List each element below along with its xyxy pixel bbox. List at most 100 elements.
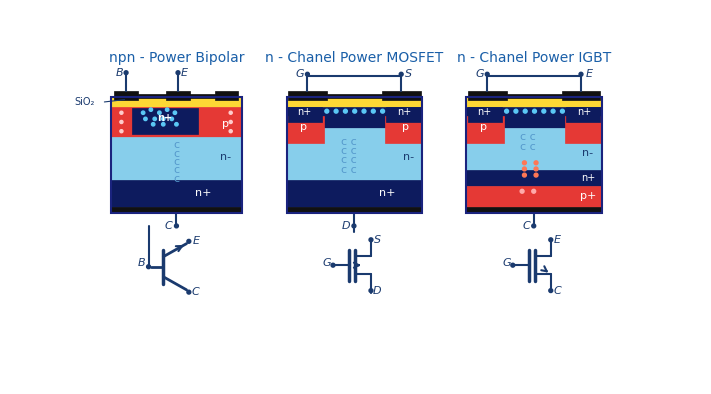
Circle shape — [334, 109, 338, 113]
Circle shape — [229, 121, 232, 123]
Text: c c: c c — [341, 146, 356, 156]
Bar — [166, 91, 190, 100]
Text: G: G — [475, 69, 483, 79]
Text: c c: c c — [520, 141, 536, 152]
Bar — [566, 106, 600, 122]
Text: c c: c c — [341, 165, 356, 175]
Bar — [387, 106, 421, 122]
Circle shape — [174, 224, 178, 228]
Circle shape — [229, 130, 232, 133]
Bar — [466, 171, 602, 186]
Text: B: B — [138, 258, 145, 268]
Circle shape — [486, 72, 489, 76]
Circle shape — [560, 109, 565, 113]
Circle shape — [306, 72, 309, 76]
Circle shape — [153, 117, 156, 121]
Text: S: S — [373, 235, 380, 245]
Circle shape — [149, 108, 153, 112]
Circle shape — [505, 109, 508, 113]
Circle shape — [369, 238, 373, 242]
Circle shape — [533, 109, 536, 113]
Bar — [382, 91, 421, 100]
Bar — [111, 97, 242, 213]
Bar — [111, 180, 242, 207]
Bar — [562, 91, 600, 100]
Circle shape — [523, 167, 526, 171]
Text: n+: n+ — [477, 107, 491, 117]
Circle shape — [549, 289, 552, 292]
Circle shape — [161, 123, 165, 126]
Circle shape — [120, 111, 123, 114]
Text: p: p — [222, 119, 229, 129]
Circle shape — [534, 161, 538, 165]
Circle shape — [146, 265, 151, 269]
Text: E: E — [553, 235, 560, 245]
Text: c c: c c — [520, 132, 536, 142]
Bar — [114, 91, 138, 100]
Text: G: G — [295, 69, 304, 79]
Text: E: E — [192, 236, 199, 246]
Text: p: p — [300, 122, 307, 132]
Bar — [111, 97, 242, 106]
Bar — [327, 94, 382, 98]
Circle shape — [141, 111, 145, 114]
Text: n+: n+ — [379, 188, 395, 198]
Circle shape — [362, 109, 366, 113]
Bar — [287, 180, 422, 207]
Text: c: c — [173, 174, 179, 184]
Bar — [287, 106, 422, 128]
Circle shape — [511, 263, 515, 267]
Circle shape — [120, 130, 123, 133]
Text: n-: n- — [220, 152, 231, 162]
Bar — [287, 207, 422, 213]
Text: c: c — [173, 140, 179, 150]
Bar — [287, 97, 422, 106]
Bar — [466, 128, 602, 171]
Bar — [468, 106, 502, 122]
Bar — [288, 91, 327, 100]
Text: G: G — [502, 258, 511, 268]
Circle shape — [542, 109, 546, 113]
Circle shape — [534, 167, 538, 171]
Text: p: p — [402, 122, 409, 132]
Text: E: E — [181, 68, 188, 78]
Circle shape — [144, 117, 147, 121]
Bar — [466, 207, 602, 213]
Bar — [287, 97, 422, 213]
Circle shape — [120, 121, 123, 123]
Bar — [111, 138, 242, 180]
Circle shape — [523, 161, 526, 165]
Circle shape — [158, 111, 161, 114]
Text: c c: c c — [341, 137, 356, 147]
Circle shape — [124, 71, 128, 74]
Text: n+: n+ — [577, 107, 592, 117]
Text: n - Chanel Power MOSFET: n - Chanel Power MOSFET — [264, 51, 443, 65]
Circle shape — [175, 123, 178, 126]
Bar — [466, 186, 602, 207]
Bar — [111, 207, 242, 213]
Bar — [385, 116, 422, 143]
Circle shape — [514, 109, 518, 113]
Text: n+: n+ — [157, 113, 172, 123]
Circle shape — [187, 240, 191, 243]
Text: n+: n+ — [581, 173, 595, 183]
Bar — [288, 106, 322, 122]
Text: D: D — [373, 286, 382, 296]
Circle shape — [369, 289, 373, 292]
Text: c: c — [173, 157, 179, 167]
Text: SiO₂: SiO₂ — [75, 97, 95, 107]
Bar — [111, 106, 242, 138]
Circle shape — [331, 263, 335, 267]
Text: c: c — [173, 165, 179, 175]
Circle shape — [229, 111, 232, 114]
Text: n+: n+ — [196, 188, 212, 198]
Text: E: E — [585, 69, 592, 79]
Text: c c: c c — [341, 156, 356, 165]
Bar — [466, 97, 602, 213]
Text: n+: n+ — [297, 107, 311, 117]
Text: n+: n+ — [397, 107, 412, 117]
Circle shape — [520, 190, 524, 193]
Bar — [466, 97, 602, 106]
Circle shape — [532, 190, 535, 193]
Text: p: p — [480, 122, 487, 132]
